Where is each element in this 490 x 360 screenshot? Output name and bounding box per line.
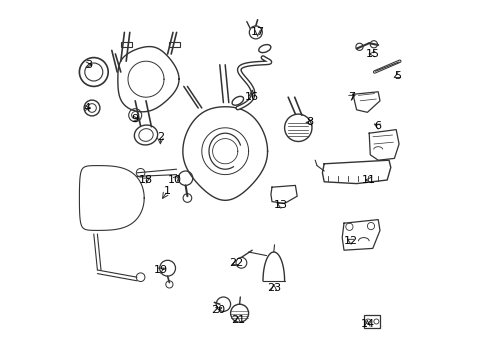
Text: 1: 1 <box>164 186 171 196</box>
Text: 16: 16 <box>245 92 259 102</box>
Text: 19: 19 <box>153 265 168 275</box>
Text: 20: 20 <box>211 305 225 315</box>
Text: 2: 2 <box>157 132 164 142</box>
Text: 18: 18 <box>139 175 153 185</box>
Text: 13: 13 <box>274 200 288 210</box>
Text: 14: 14 <box>360 319 374 329</box>
Text: 9: 9 <box>132 114 139 124</box>
Text: 23: 23 <box>267 283 281 293</box>
Bar <box>121 42 132 47</box>
Text: 4: 4 <box>83 103 90 113</box>
Text: 3: 3 <box>85 60 92 70</box>
Bar <box>170 42 180 47</box>
Text: 15: 15 <box>366 49 380 59</box>
Text: 5: 5 <box>394 71 401 81</box>
Text: 7: 7 <box>347 92 355 102</box>
Text: 10: 10 <box>168 175 182 185</box>
Text: 17: 17 <box>250 27 265 37</box>
Text: 6: 6 <box>375 121 382 131</box>
Bar <box>364 315 380 328</box>
Text: 8: 8 <box>306 117 314 127</box>
Text: 21: 21 <box>231 315 245 325</box>
Text: 11: 11 <box>362 175 376 185</box>
Text: 22: 22 <box>229 258 243 268</box>
Text: 12: 12 <box>344 236 358 246</box>
